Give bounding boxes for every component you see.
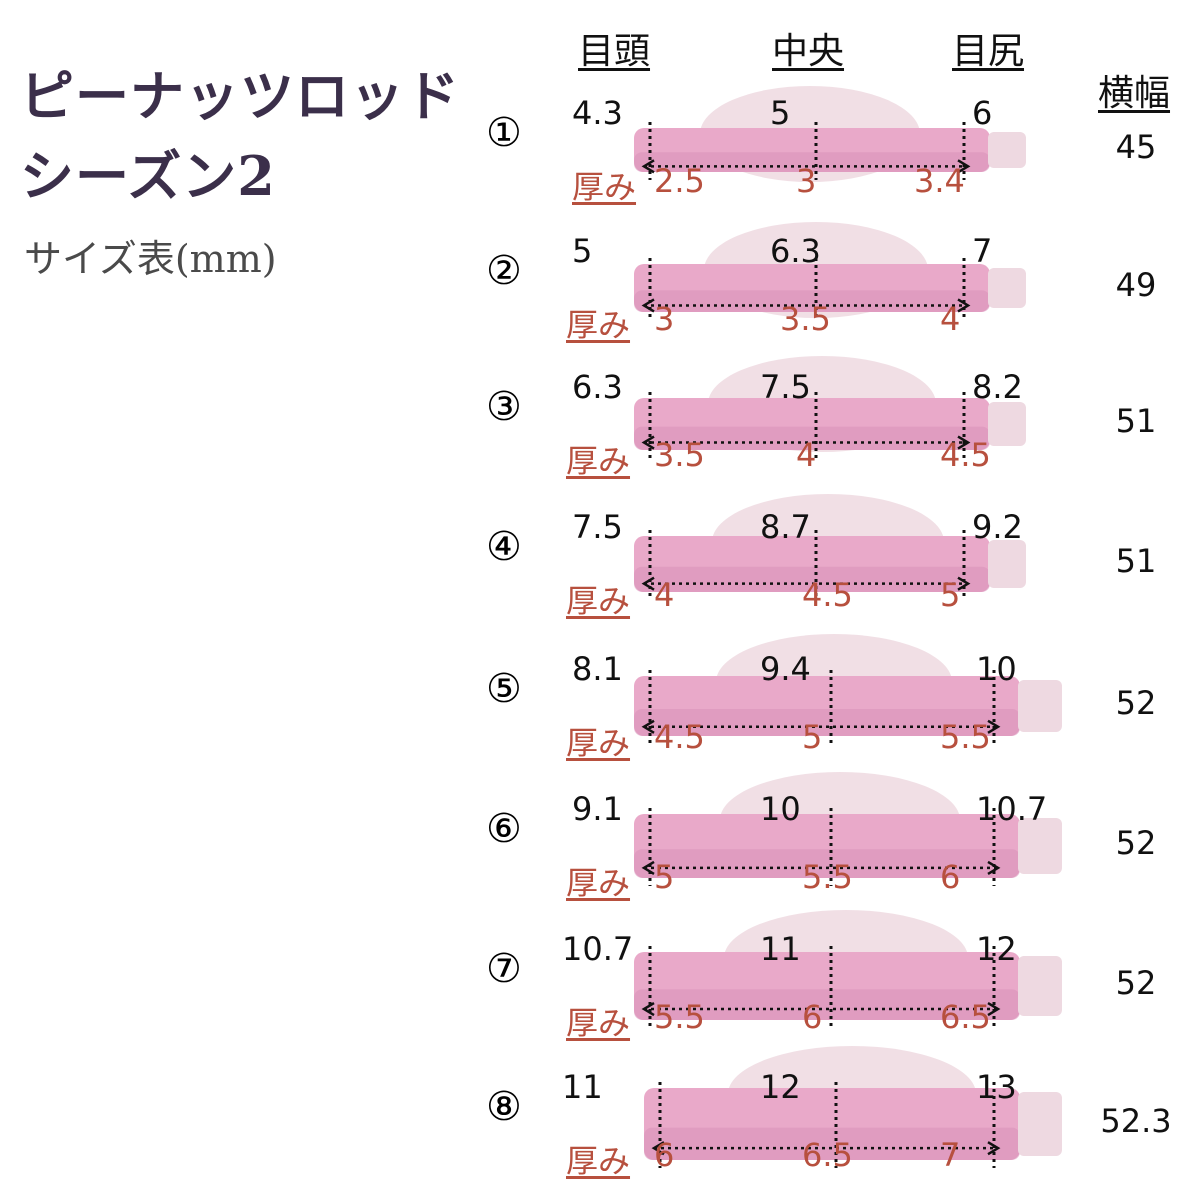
outer-value: 13	[976, 1068, 1017, 1106]
header-center: 中央	[772, 31, 845, 72]
center-value: 6.3	[770, 232, 821, 270]
thickness-center: 6	[802, 998, 823, 1036]
width-value: 51	[1115, 402, 1157, 440]
rod-illustration	[634, 86, 1026, 182]
rod-illustration	[634, 772, 1062, 886]
center-value: 5	[770, 94, 791, 132]
thickness-inner: 3	[654, 300, 675, 338]
rod-illustration	[634, 634, 1062, 744]
thickness-center: 3	[796, 162, 817, 200]
inner-value: 10.7	[562, 930, 634, 968]
thickness-center: 4	[796, 436, 817, 474]
width-value: 49	[1115, 266, 1157, 304]
center-value: 12	[760, 1068, 801, 1106]
thickness-center: 5.5	[802, 858, 853, 896]
title-line-2: シーズン2	[20, 144, 276, 208]
header-width: 横幅	[1098, 73, 1171, 114]
outer-value: 6	[972, 94, 993, 132]
thickness-center: 3.5	[780, 300, 831, 338]
thickness-inner: 4.5	[654, 718, 705, 756]
thickness-label: 厚み	[566, 724, 631, 762]
width-value: 52	[1115, 684, 1157, 722]
row-label: ③	[486, 384, 522, 430]
header-inner: 目頭	[578, 31, 651, 72]
outer-value: 10	[976, 650, 1017, 688]
inner-value: 11	[562, 1068, 603, 1106]
thickness-center: 4.5	[802, 576, 853, 614]
thickness-label: 厚み	[566, 864, 631, 902]
thickness-outer: 6	[940, 858, 961, 896]
center-value: 8.7	[760, 508, 811, 546]
center-value: 7.5	[760, 368, 811, 406]
inner-value: 9.1	[572, 790, 623, 828]
row-label: ⑤	[486, 666, 522, 712]
thickness-outer: 6.5	[940, 998, 991, 1036]
rod-illustration	[634, 222, 1026, 320]
thickness-label: 厚み	[566, 1142, 631, 1180]
inner-value: 7.5	[572, 508, 623, 546]
thickness-center: 6.5	[802, 1136, 853, 1174]
rod-illustration	[634, 494, 1026, 600]
thickness-inner: 4	[654, 576, 675, 614]
thickness-outer: 5.5	[940, 718, 991, 756]
thickness-outer: 3.4	[914, 162, 965, 200]
thickness-label: 厚み	[566, 442, 631, 480]
row-label: ④	[486, 524, 522, 570]
outer-value: 8.2	[972, 368, 1023, 406]
thickness-outer: 7	[940, 1136, 961, 1174]
thickness-outer: 4.5	[940, 436, 991, 474]
thickness-label: 厚み	[566, 582, 631, 620]
center-value: 11	[760, 930, 801, 968]
row-label: ②	[486, 248, 522, 294]
row-label: ①	[486, 110, 522, 156]
outer-value: 9.2	[972, 508, 1023, 546]
center-value: 9.4	[760, 650, 811, 688]
thickness-inner: 2.5	[654, 162, 705, 200]
row-label: ⑧	[486, 1084, 522, 1130]
thickness-center: 5	[802, 718, 823, 756]
thickness-outer: 5	[940, 576, 961, 614]
row-label: ⑦	[486, 946, 522, 992]
rod-illustration	[644, 1046, 1062, 1168]
row-label: ⑥	[486, 806, 522, 852]
rod-illustration	[634, 910, 1062, 1028]
thickness-inner: 5.5	[654, 998, 705, 1036]
inner-value: 5	[572, 232, 593, 270]
width-value: 52	[1115, 824, 1157, 862]
thickness-label: 厚み	[572, 168, 637, 206]
thickness-label: 厚み	[566, 306, 631, 344]
width-value: 45	[1115, 128, 1157, 166]
inner-value: 6.3	[572, 368, 623, 406]
rod-illustration	[634, 356, 1026, 458]
inner-value: 8.1	[572, 650, 623, 688]
outer-value: 12	[976, 930, 1017, 968]
outer-value: 10.7	[976, 790, 1048, 828]
thickness-label: 厚み	[566, 1004, 631, 1042]
thickness-inner: 5	[654, 858, 675, 896]
thickness-inner: 6	[654, 1136, 675, 1174]
width-value: 52.3	[1100, 1102, 1172, 1140]
outer-value: 7	[972, 232, 993, 270]
subtitle: サイズ表(mm)	[24, 237, 277, 281]
thickness-outer: 4	[940, 300, 961, 338]
header-outer: 目尻	[952, 31, 1025, 72]
thickness-inner: 3.5	[654, 436, 705, 474]
center-value: 10	[760, 790, 801, 828]
title-line-1: ピーナッツロッド	[20, 64, 460, 128]
width-value: 52	[1115, 964, 1157, 1002]
inner-value: 4.3	[572, 94, 623, 132]
width-value: 51	[1115, 542, 1157, 580]
